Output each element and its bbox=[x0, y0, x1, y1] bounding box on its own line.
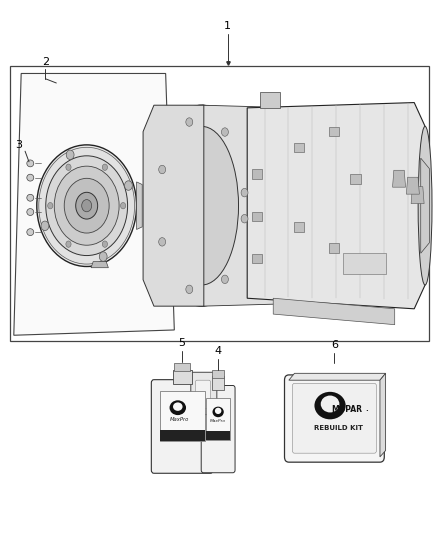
Text: MaxPro: MaxPro bbox=[170, 417, 190, 422]
Ellipse shape bbox=[27, 229, 34, 236]
Ellipse shape bbox=[321, 395, 339, 413]
Ellipse shape bbox=[46, 156, 127, 255]
Polygon shape bbox=[380, 373, 385, 457]
Ellipse shape bbox=[27, 160, 34, 167]
Ellipse shape bbox=[186, 285, 193, 294]
Text: .: . bbox=[366, 406, 368, 413]
Ellipse shape bbox=[66, 150, 74, 159]
Text: 4: 4 bbox=[215, 346, 222, 357]
Ellipse shape bbox=[215, 408, 221, 414]
Polygon shape bbox=[411, 187, 424, 204]
Bar bbox=[251, 212, 262, 221]
Bar bbox=[251, 169, 262, 179]
Ellipse shape bbox=[27, 195, 34, 201]
FancyBboxPatch shape bbox=[151, 379, 213, 473]
Bar bbox=[159, 431, 205, 441]
Ellipse shape bbox=[186, 118, 193, 126]
FancyBboxPatch shape bbox=[191, 372, 217, 415]
Polygon shape bbox=[202, 105, 297, 306]
Polygon shape bbox=[421, 158, 429, 253]
Bar bbox=[329, 243, 339, 253]
Text: MOPAR: MOPAR bbox=[331, 405, 362, 414]
FancyBboxPatch shape bbox=[196, 380, 210, 409]
Ellipse shape bbox=[314, 392, 346, 419]
FancyBboxPatch shape bbox=[201, 385, 235, 473]
Ellipse shape bbox=[165, 126, 239, 285]
Bar bbox=[329, 127, 339, 136]
FancyBboxPatch shape bbox=[285, 375, 384, 462]
Polygon shape bbox=[14, 74, 174, 335]
Ellipse shape bbox=[159, 238, 166, 246]
Bar bbox=[294, 222, 304, 232]
Ellipse shape bbox=[27, 208, 34, 215]
Ellipse shape bbox=[37, 145, 137, 266]
Polygon shape bbox=[273, 298, 395, 325]
Bar bbox=[212, 370, 224, 377]
Text: 3: 3 bbox=[15, 140, 22, 150]
Bar bbox=[173, 369, 192, 384]
Ellipse shape bbox=[64, 179, 109, 233]
Bar bbox=[206, 398, 230, 440]
Bar bbox=[343, 253, 386, 274]
Bar bbox=[350, 174, 361, 184]
Polygon shape bbox=[143, 105, 204, 306]
Polygon shape bbox=[392, 170, 406, 187]
Ellipse shape bbox=[173, 402, 183, 411]
Ellipse shape bbox=[66, 164, 71, 171]
Polygon shape bbox=[91, 262, 108, 268]
Ellipse shape bbox=[222, 275, 228, 284]
Ellipse shape bbox=[102, 241, 107, 247]
Bar bbox=[251, 254, 262, 263]
Polygon shape bbox=[289, 373, 385, 380]
Bar bbox=[294, 143, 304, 152]
Ellipse shape bbox=[222, 128, 228, 136]
Ellipse shape bbox=[48, 203, 53, 209]
Text: REBUILD KIT: REBUILD KIT bbox=[314, 425, 363, 431]
Bar bbox=[206, 432, 230, 440]
Ellipse shape bbox=[76, 192, 98, 219]
Ellipse shape bbox=[82, 199, 92, 212]
Ellipse shape bbox=[66, 241, 71, 247]
Polygon shape bbox=[247, 102, 425, 309]
Bar bbox=[174, 363, 190, 370]
Text: 6: 6 bbox=[331, 340, 338, 350]
FancyBboxPatch shape bbox=[292, 383, 377, 453]
Text: MaxPro: MaxPro bbox=[210, 419, 226, 423]
Ellipse shape bbox=[418, 126, 432, 285]
Ellipse shape bbox=[27, 174, 34, 181]
Polygon shape bbox=[406, 177, 419, 194]
Ellipse shape bbox=[212, 407, 224, 417]
Ellipse shape bbox=[241, 214, 248, 223]
Ellipse shape bbox=[99, 252, 107, 261]
Polygon shape bbox=[137, 182, 142, 230]
Text: 1: 1 bbox=[224, 21, 231, 31]
Ellipse shape bbox=[159, 165, 166, 174]
Ellipse shape bbox=[241, 188, 248, 197]
Bar bbox=[159, 391, 205, 441]
Ellipse shape bbox=[170, 400, 186, 415]
Polygon shape bbox=[260, 92, 280, 108]
Ellipse shape bbox=[54, 166, 119, 245]
Ellipse shape bbox=[154, 105, 249, 306]
Ellipse shape bbox=[41, 221, 49, 231]
Ellipse shape bbox=[102, 164, 107, 171]
Text: 2: 2 bbox=[42, 56, 49, 67]
Ellipse shape bbox=[39, 147, 134, 264]
Bar bbox=[212, 376, 224, 390]
Bar bbox=[10, 66, 428, 341]
Ellipse shape bbox=[120, 203, 126, 209]
Text: 5: 5 bbox=[179, 338, 186, 349]
Ellipse shape bbox=[124, 181, 132, 190]
